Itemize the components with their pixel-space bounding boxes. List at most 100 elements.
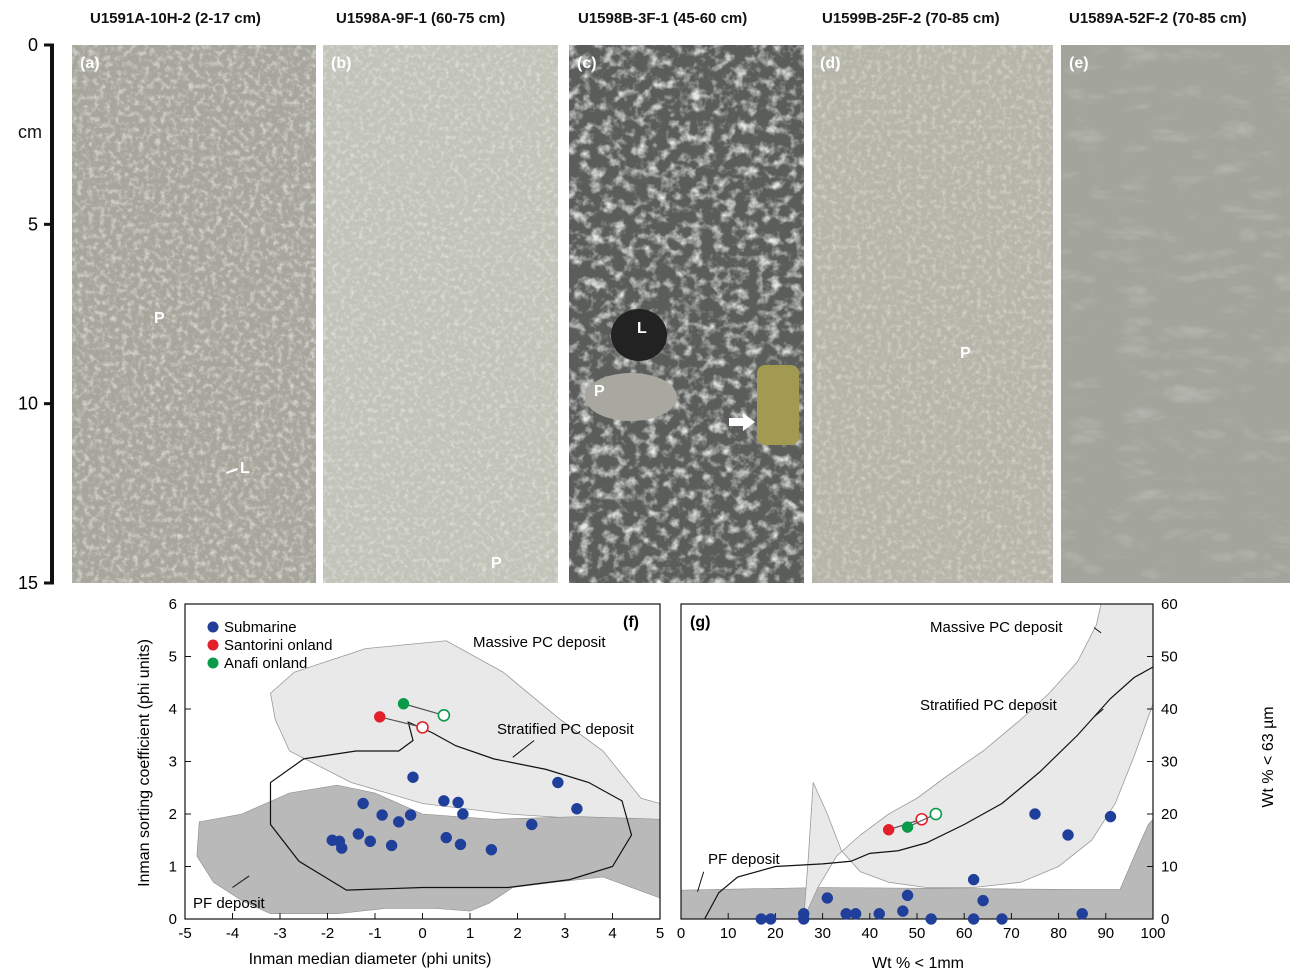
data-point	[571, 803, 583, 815]
y-tick-label: 3	[169, 754, 177, 771]
data-point	[901, 821, 914, 833]
y-tick-label: 20	[1161, 806, 1178, 823]
chart-g-ylabel: Wt % < 63 µm	[1260, 706, 1277, 807]
chart-g-xlabel: Wt % < 1mm	[872, 955, 964, 971]
legend-label-anafi: Anafi onland	[224, 655, 307, 672]
depth-scale: 0 5 10 15	[18, 35, 54, 593]
x-tick-label: -1	[368, 925, 381, 942]
core-photo-e: (e)	[1061, 45, 1290, 583]
pumice-marker: P	[960, 345, 971, 362]
core-photo-c: (c) L P	[569, 45, 804, 583]
x-tick-label: 100	[1140, 925, 1165, 942]
y-tick-label: 0	[169, 911, 177, 928]
depth-tick-label: 0	[28, 35, 38, 55]
data-point	[385, 839, 398, 852]
x-tick-label: 90	[1097, 925, 1114, 942]
legend-marker-santorini	[207, 639, 219, 651]
data-point	[437, 709, 451, 722]
data-point	[357, 797, 369, 810]
y-tick-label: 2	[169, 806, 177, 823]
core-texture-d	[812, 45, 1053, 583]
leader-pf	[232, 875, 250, 888]
data-point	[1062, 829, 1074, 841]
data-point	[967, 873, 980, 886]
data-point	[364, 835, 376, 848]
x-tick-label: 30	[814, 925, 831, 942]
data-point	[416, 721, 429, 734]
x-tick-label: -3	[273, 925, 286, 942]
x-tick-label: 4	[608, 925, 616, 942]
pair-connector	[403, 703, 445, 716]
core-texture-c	[569, 45, 804, 583]
field-label-pf: PF deposit	[193, 895, 266, 912]
data-point	[452, 796, 464, 809]
x-tick-label: -2	[321, 925, 334, 942]
data-point	[849, 908, 862, 920]
depth-unit-label: cm	[18, 122, 42, 142]
core-photo-b: (b) P	[323, 45, 558, 583]
core-title-e: U1589A-52F-2 (70-85 cm)	[1069, 10, 1247, 27]
data-point	[526, 818, 538, 831]
depth-tick-label: 15	[18, 573, 38, 593]
x-tick-label: 0	[418, 925, 426, 942]
data-point	[977, 894, 989, 907]
data-point	[1029, 808, 1041, 820]
x-tick-label: 2	[513, 925, 521, 942]
data-point	[929, 807, 943, 821]
field-label-stratified: Stratified PC deposit	[920, 697, 1058, 714]
data-point	[1076, 908, 1088, 920]
depth-tick-label: 5	[28, 214, 38, 234]
data-point	[897, 905, 909, 917]
y-tick-label: 0	[1161, 911, 1169, 928]
x-tick-label: 20	[767, 925, 784, 942]
core-title-a: U1591A-10H-2 (2-17 cm)	[90, 10, 261, 27]
field-label-stratified: Stratified PC deposit	[497, 721, 635, 738]
x-tick-label: 70	[1003, 925, 1020, 942]
panel-label-d: (d)	[820, 55, 841, 72]
data-point	[404, 809, 417, 821]
data-point	[440, 831, 452, 844]
pumice-marker: P	[594, 383, 605, 400]
data-point	[336, 842, 348, 854]
data-point	[901, 889, 914, 902]
core-title-d: U1599B-25F-2 (70-85 cm)	[822, 10, 1000, 27]
field-pf	[196, 784, 661, 915]
lithic-marker: L	[240, 460, 250, 477]
x-tick-label: 60	[956, 925, 973, 942]
field-label-pf: PF deposit	[708, 851, 781, 868]
data-point	[485, 843, 498, 856]
y-tick-label: 50	[1161, 649, 1178, 666]
data-point	[407, 771, 419, 783]
chart-g-panel-label: (g)	[690, 614, 710, 631]
y-tick-label: 6	[169, 596, 177, 613]
pumice-marker: P	[154, 310, 165, 327]
data-point	[821, 892, 834, 904]
panel-label-a: (a)	[80, 55, 100, 72]
chart-f: -5 -4 -3 -2 -1 0 1 2 3 4 5 0 1 2 3 4 5 6 (f) Massive PC d…	[136, 596, 664, 968]
pumice-marker: P	[491, 555, 502, 572]
data-point	[438, 795, 450, 807]
leader-pf	[697, 871, 705, 892]
data-point	[1104, 810, 1117, 823]
x-tick-label: 0	[677, 925, 685, 942]
core-title-b: U1598A-9F-1 (60-75 cm)	[336, 10, 506, 27]
chart-f-legend: Submarine Santorini onland Anafi onland	[207, 619, 332, 672]
x-tick-label: 80	[1050, 925, 1067, 942]
field-label-massive: Massive PC deposit	[473, 634, 606, 651]
data-point	[967, 913, 980, 925]
leader-stratified	[512, 740, 535, 758]
data-point	[996, 913, 1008, 925]
core-photo-d: (d) P	[812, 45, 1053, 583]
data-point	[552, 776, 564, 789]
arrow-icon	[729, 413, 755, 431]
leader-stratified	[1093, 708, 1104, 718]
core-texture-b	[323, 45, 558, 583]
y-tick-label: 30	[1161, 754, 1178, 771]
y-tick-label: 1	[169, 859, 177, 876]
chart-f-ylabel: Inman sorting coefficient (phi units)	[136, 639, 153, 887]
core-title-c: U1598B-3F-1 (45-60 cm)	[578, 10, 748, 27]
y-tick-label: 10	[1161, 859, 1178, 876]
data-point	[797, 908, 810, 920]
y-tick-label: 4	[169, 701, 177, 718]
